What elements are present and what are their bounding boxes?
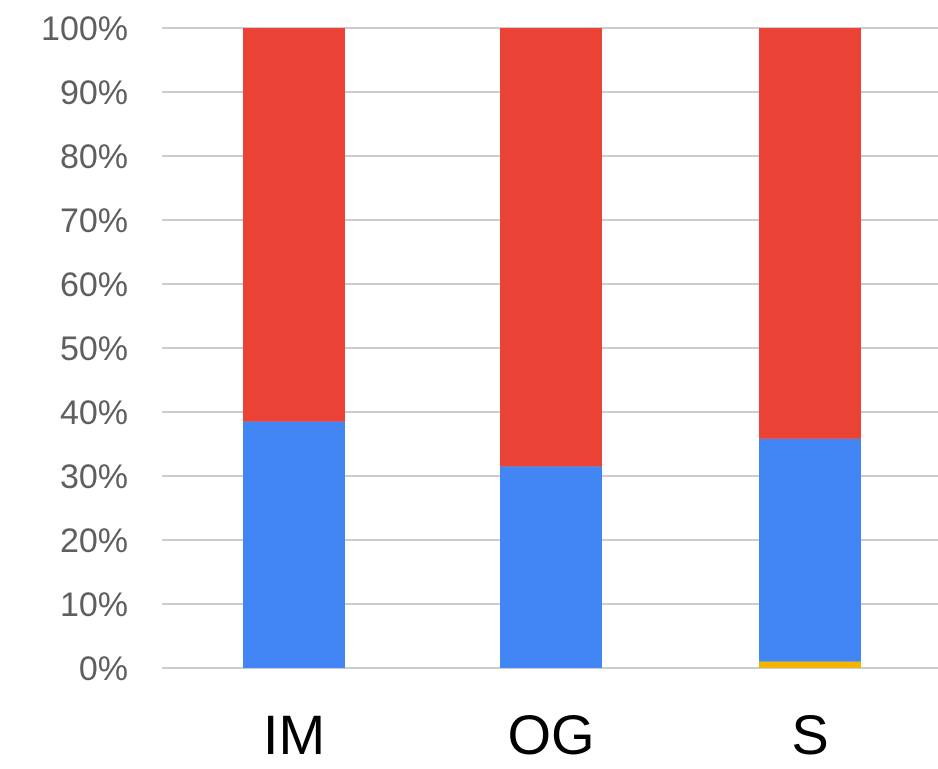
- x-axis-tick-labels: IM OG S: [263, 703, 829, 766]
- bar-segment: [500, 28, 602, 467]
- y-tick-label: 0%: [79, 650, 128, 688]
- bar-stack-im: [243, 28, 345, 668]
- y-tick-label: 40%: [60, 394, 128, 432]
- y-tick-label: 100%: [41, 10, 128, 48]
- bar-segment: [243, 28, 345, 422]
- y-axis-tick-labels: 0% 10% 20% 30% 40% 50% 60% 70% 80% 90% 100%: [41, 10, 128, 688]
- y-tick-label: 90%: [60, 74, 128, 112]
- bar-stack-s: [759, 28, 861, 668]
- x-tick-label: IM: [263, 703, 325, 766]
- bars: [243, 28, 861, 668]
- bar-segment: [759, 438, 861, 662]
- y-tick-label: 10%: [60, 586, 128, 624]
- bar-segment: [759, 661, 861, 668]
- x-tick-label: OG: [507, 703, 594, 766]
- y-tick-label: 70%: [60, 202, 128, 240]
- bar-segment: [243, 421, 345, 668]
- y-tick-label: 30%: [60, 458, 128, 496]
- y-tick-label: 50%: [60, 330, 128, 368]
- y-tick-label: 80%: [60, 138, 128, 176]
- bar-segment: [759, 28, 861, 439]
- y-tick-label: 60%: [60, 266, 128, 304]
- y-tick-label: 20%: [60, 522, 128, 560]
- bar-stack-og: [500, 28, 602, 668]
- bar-segment: [500, 466, 602, 668]
- x-tick-label: S: [791, 703, 828, 766]
